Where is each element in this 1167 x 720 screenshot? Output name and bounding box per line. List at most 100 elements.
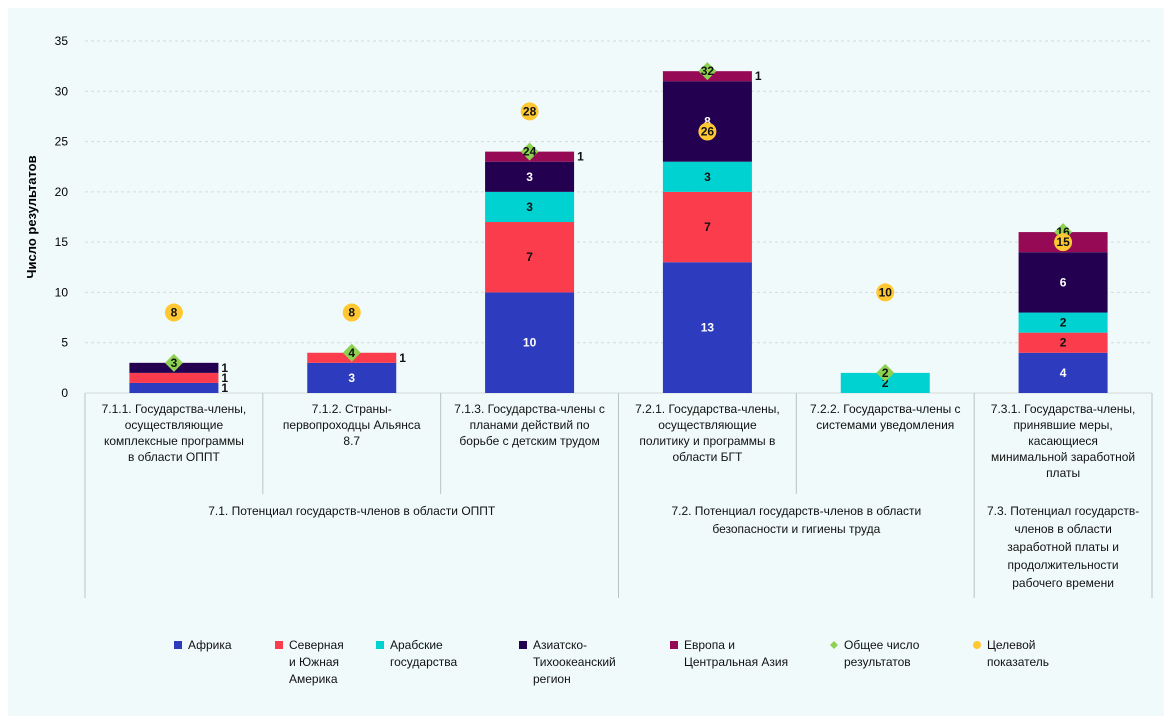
segment-label: 2 <box>1060 316 1067 330</box>
legend-americas-label: Америка <box>289 672 338 686</box>
category-label: осуществляющие <box>125 418 224 432</box>
target-label: 26 <box>701 125 715 139</box>
segment-label: 3 <box>526 170 533 184</box>
target-marker <box>520 102 539 121</box>
segment-label: 3 <box>704 170 711 184</box>
category-label: 7.2.1. Государства-члены, <box>635 402 780 416</box>
target-label: 28 <box>523 104 537 118</box>
legend-target-label: показатель <box>987 655 1049 669</box>
segment-label: 7 <box>704 220 711 234</box>
group-label: 7.3. Потенциал государств- <box>987 504 1139 518</box>
target-marker <box>1054 233 1073 252</box>
y-tick-label: 35 <box>55 34 69 48</box>
category-label: 7.1.2. Страны- <box>312 402 392 416</box>
segment-label: 3 <box>348 371 355 385</box>
y-tick-label: 25 <box>55 135 69 149</box>
group-label: рабочего времени <box>1012 576 1114 590</box>
total-marker <box>164 353 183 372</box>
total-label: 2 <box>882 366 889 380</box>
bar-segment <box>485 191 575 223</box>
chart-background <box>8 8 1164 716</box>
bar-segment <box>1018 352 1108 393</box>
legend-americas-label: и Южная <box>289 655 339 669</box>
total-marker <box>876 363 895 382</box>
legend-africa-swatch <box>174 641 182 649</box>
legend-africa-label: Африка <box>188 638 232 652</box>
category-label: борьбе с детским трудом <box>459 434 599 448</box>
bar-segment <box>307 362 397 393</box>
segment-label: 3 <box>526 200 533 214</box>
segment-label: 1 <box>755 69 762 83</box>
bar-segment <box>840 372 930 393</box>
y-tick-label: 0 <box>61 386 68 400</box>
target-marker <box>342 303 361 322</box>
segment-label: 1 <box>221 361 228 375</box>
bar-segment <box>485 161 575 192</box>
bar-segment <box>1018 312 1108 333</box>
bar-segment <box>1018 252 1108 313</box>
legend-target-swatch <box>973 641 981 649</box>
category-label: планами действий по <box>470 418 590 432</box>
legend-arab-states-label: Арабские <box>390 638 443 652</box>
bar-segment <box>662 262 752 393</box>
segment-label: 6 <box>1060 275 1067 289</box>
bar-segment <box>129 372 219 383</box>
group-label: безопасности и гигиены труда <box>712 522 880 536</box>
category-label: платы <box>1046 466 1080 480</box>
legend-asia-pacific-label: Тихоокеанский <box>533 655 616 669</box>
category-label: принявшие меры, <box>1013 418 1112 432</box>
bar-segment <box>662 161 752 192</box>
target-marker <box>698 122 717 141</box>
segment-label: 4 <box>1060 366 1067 380</box>
category-label: минимальной заработной <box>991 450 1135 464</box>
segment-label: 1 <box>221 381 228 395</box>
category-label: первопроходцы Альянса <box>283 418 421 432</box>
legend-total-swatch <box>830 641 838 649</box>
bar-segment <box>662 191 752 263</box>
y-tick-label: 20 <box>55 185 69 199</box>
category-label: системами уведомления <box>816 418 954 432</box>
category-label: касающиеся <box>1028 434 1098 448</box>
target-marker <box>876 283 895 302</box>
legend-arab-states-swatch <box>376 641 384 649</box>
total-label: 3 <box>171 356 178 370</box>
group-label: продолжительности <box>1008 558 1119 572</box>
category-label: области БГТ <box>672 450 743 464</box>
legend-europe-central-asia-label: Центральная Азия <box>684 655 788 669</box>
legend-europe-central-asia-swatch <box>670 641 678 649</box>
category-label: 7.3.1. Государства-члены, <box>991 402 1136 416</box>
category-label: 8.7 <box>343 434 360 448</box>
target-label: 8 <box>348 306 355 320</box>
y-tick-label: 10 <box>55 285 69 299</box>
segment-label: 1 <box>577 150 584 164</box>
segment-label: 1 <box>399 351 406 365</box>
group-label: заработной платы и <box>1007 540 1119 554</box>
y-tick-label: 30 <box>55 84 69 98</box>
bar-segment <box>662 81 752 162</box>
category-label: 7.1.3. Государства-члены с <box>454 402 605 416</box>
target-label: 8 <box>171 306 178 320</box>
target-marker <box>164 303 183 322</box>
legend-arab-states-label: государства <box>390 655 457 669</box>
bar-segment <box>485 292 575 393</box>
category-label: осуществляющие <box>658 418 757 432</box>
legend-total-label: Общее число <box>844 638 920 652</box>
bar-segment <box>1018 332 1108 353</box>
legend-asia-pacific-swatch <box>519 641 527 649</box>
target-label: 10 <box>879 285 893 299</box>
category-label: в области ОППТ <box>128 450 221 464</box>
y-tick-label: 5 <box>61 336 68 350</box>
bar-segment <box>485 222 575 293</box>
y-axis-title: Число результатов <box>24 155 39 278</box>
bar-segment <box>129 382 219 393</box>
total-marker <box>698 62 717 81</box>
segment-label: 2 <box>1060 336 1067 350</box>
legend-asia-pacific-label: Азиатско- <box>533 638 587 652</box>
total-label: 24 <box>523 145 537 159</box>
category-label: политику и программы в <box>639 434 775 448</box>
segment-label: 8 <box>704 114 711 128</box>
legend-europe-central-asia-label: Европа и <box>684 638 735 652</box>
legend-total-label: результатов <box>844 655 911 669</box>
group-label: 7.2. Потенциал государств-членов в облас… <box>671 504 921 518</box>
